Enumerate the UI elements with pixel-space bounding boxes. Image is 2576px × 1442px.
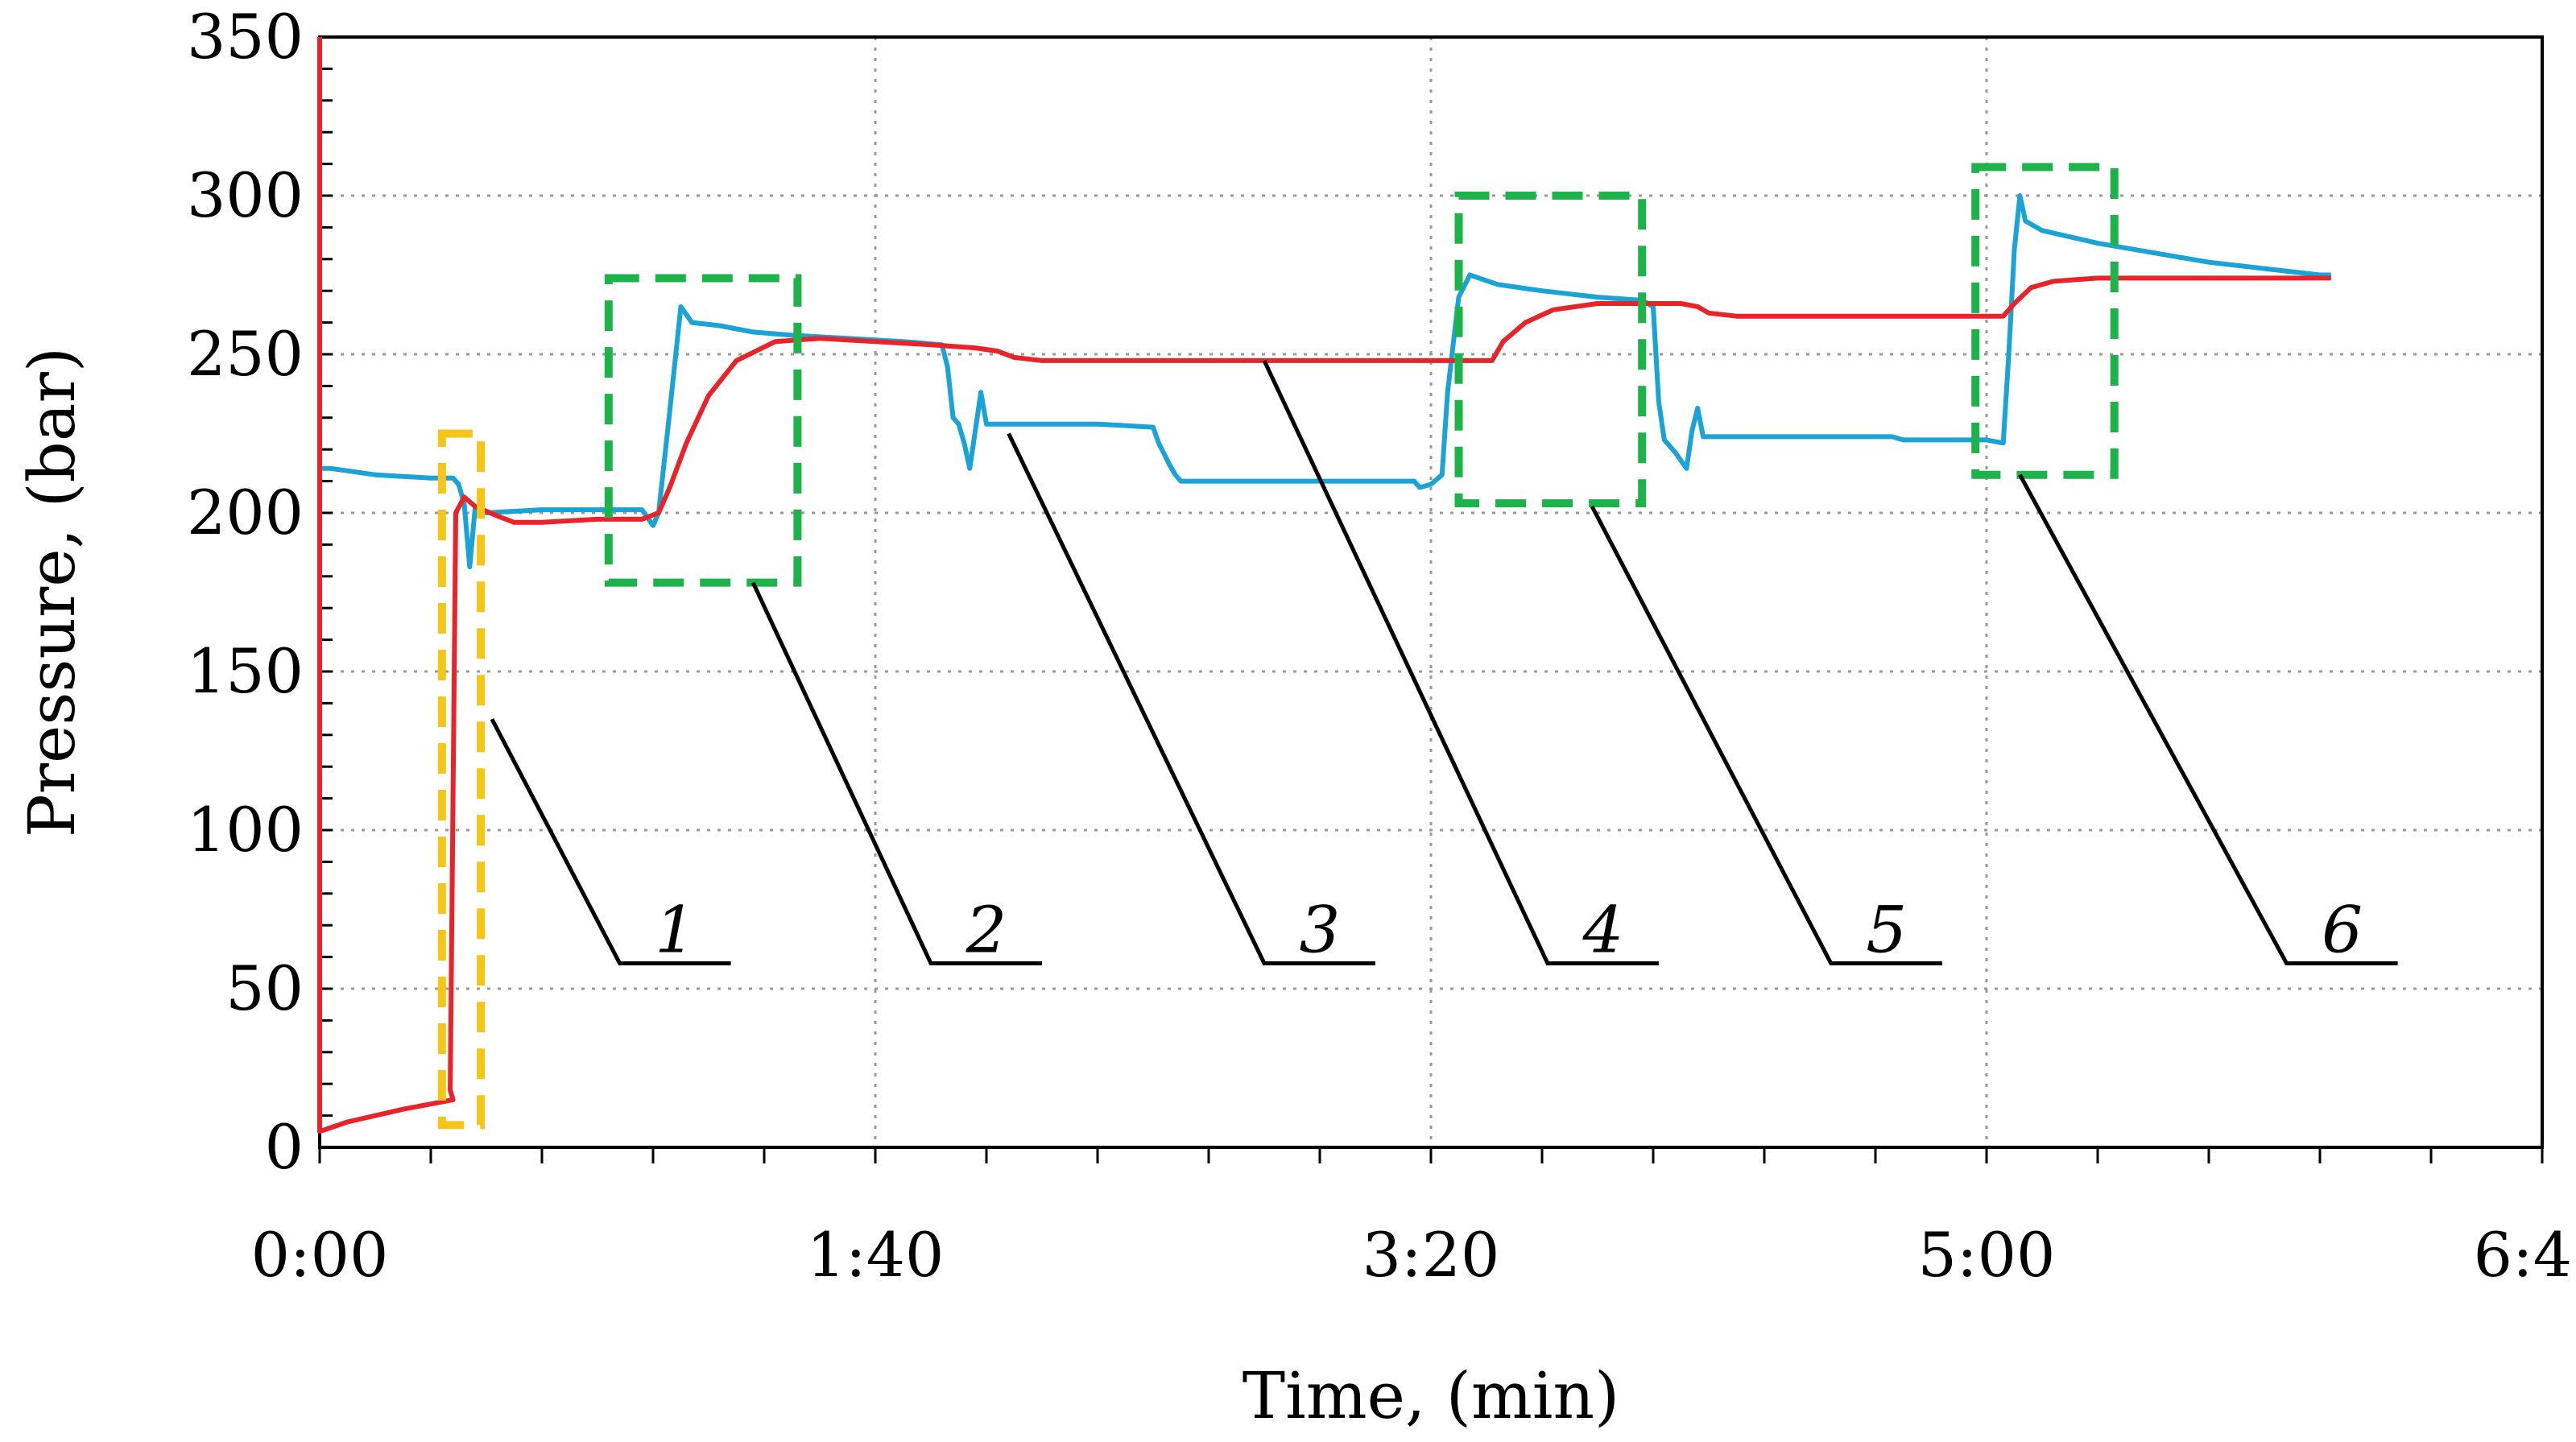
y-tick-label: 150 (187, 635, 304, 707)
y-tick-label: 200 (187, 477, 304, 548)
callout-label-2: 2 (965, 892, 1007, 967)
callout-label-1: 1 (655, 892, 696, 967)
callout-label-5: 5 (1866, 892, 1907, 967)
y-tick-label: 100 (187, 794, 304, 866)
callout-line-1 (490, 717, 731, 965)
callout-line-4 (1262, 359, 1659, 965)
highlight-box-4 (1454, 192, 1647, 508)
series-line-red (317, 37, 2331, 1134)
x-tick-label: 6:40 (2474, 1219, 2576, 1291)
y-tick-label: 350 (187, 1, 304, 72)
x-tick-label: 5:00 (1918, 1219, 2056, 1291)
callout-line-3 (1007, 432, 1375, 965)
highlight-boxes (437, 163, 2119, 1130)
callouts: 1 2 3 4 5 6 (490, 359, 2398, 967)
callout-label-3: 3 (1300, 892, 1341, 967)
grid (320, 37, 2542, 1147)
highlight-box-2 (604, 274, 802, 587)
series-group (317, 37, 2331, 1134)
highlight-box-1 (437, 429, 486, 1130)
callout-line-5 (1590, 505, 1942, 965)
callout-label-6: 6 (2322, 892, 2363, 967)
y-tick-label: 50 (225, 952, 304, 1024)
callout-label-4: 4 (1582, 892, 1623, 967)
series-line-blue (320, 193, 2331, 569)
x-tick-label: 3:20 (1362, 1219, 1500, 1291)
y-tick-label: 0 (265, 1111, 304, 1183)
callout-line-6 (2018, 473, 2398, 965)
x-tick-label: 0:00 (251, 1219, 389, 1291)
highlight-box-6 (1971, 163, 2119, 479)
callout-line-2 (750, 581, 1042, 965)
y-tick-labels: 0 50 100 150 200 250 300 350 (187, 1, 304, 1183)
x-tick-label: 1:40 (807, 1219, 945, 1291)
y-axis-title: Pressure, (bar) (14, 347, 89, 837)
x-axis-title: Time, (min) (1243, 1358, 1619, 1433)
y-tick-label: 300 (187, 159, 304, 231)
x-tick-labels: 0:00 1:40 3:20 5:00 6:40 (251, 1219, 2576, 1291)
y-tick-label: 250 (187, 318, 304, 390)
